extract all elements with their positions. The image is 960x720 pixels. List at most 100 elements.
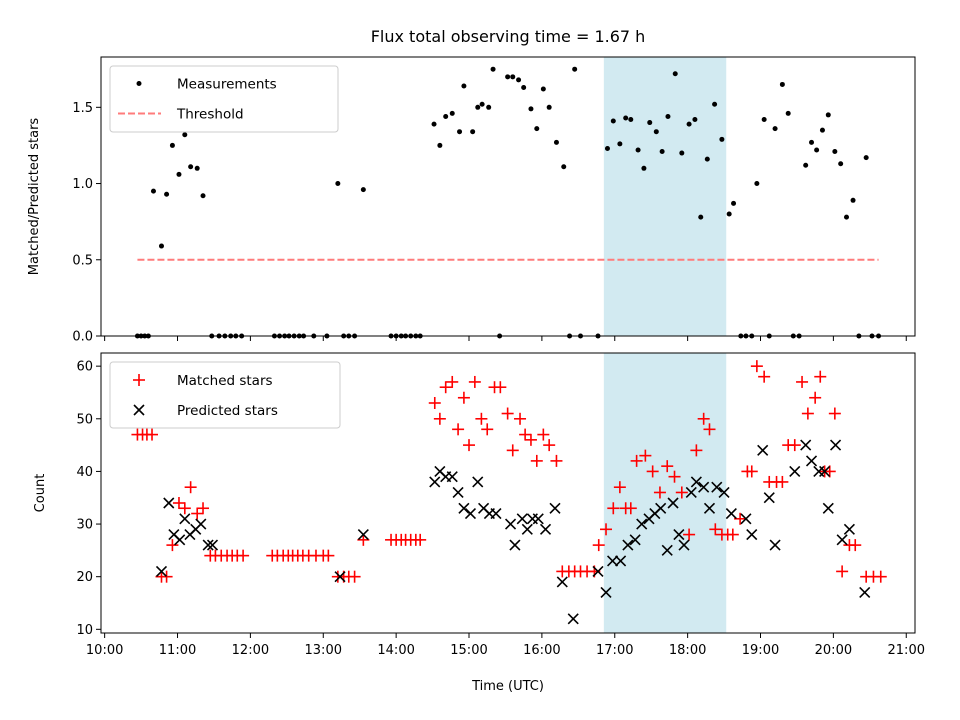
measurement-point xyxy=(604,145,610,151)
count-y-label: Count xyxy=(33,474,48,513)
matched-point xyxy=(624,502,637,515)
predicted-point xyxy=(757,444,769,456)
matched-point xyxy=(414,533,427,546)
matched-point xyxy=(237,549,250,562)
predicted-point xyxy=(155,565,168,577)
matched-point xyxy=(836,565,849,578)
predicted-point xyxy=(504,518,517,530)
matched-point xyxy=(607,502,620,515)
predicted-point xyxy=(789,465,801,477)
measurement-point xyxy=(516,77,522,83)
matched-point xyxy=(814,370,827,383)
matched-point xyxy=(543,439,556,452)
measurement-point xyxy=(505,74,511,80)
y-tick-label: 20 xyxy=(76,570,93,585)
y-tick-label: 40 xyxy=(76,465,93,480)
matched-point xyxy=(639,449,652,462)
measurement-point xyxy=(457,129,463,135)
predicted-point xyxy=(195,518,207,530)
matched-point xyxy=(524,433,537,446)
measurement-point xyxy=(335,181,341,187)
predicted-point xyxy=(746,529,758,541)
predicted-point xyxy=(521,523,533,535)
matched-point xyxy=(613,481,626,494)
legend-measurements-label: Measurements xyxy=(177,77,277,93)
measurement-point xyxy=(479,101,485,107)
y-tick-label: 30 xyxy=(76,518,93,533)
y-tick-label: 1.0 xyxy=(72,177,93,192)
matched-point xyxy=(788,439,801,452)
measurement-point xyxy=(712,101,718,107)
measurement-point xyxy=(761,117,767,123)
measurement-point xyxy=(628,117,634,123)
x-tick-label: 21:00 xyxy=(888,643,925,658)
predicted-point xyxy=(769,539,781,551)
matched-point xyxy=(668,470,681,483)
matched-point xyxy=(348,570,361,583)
legend-measurements-marker xyxy=(136,81,142,86)
measurement-point xyxy=(176,171,182,177)
predicted-point xyxy=(174,534,186,546)
ratio-x-ticks xyxy=(104,336,907,341)
measurement-point xyxy=(825,112,831,118)
matched-point xyxy=(428,397,441,409)
measurement-point xyxy=(194,165,200,171)
matched-point xyxy=(874,570,887,583)
x-tick-label: 20:00 xyxy=(815,643,852,658)
matched-point xyxy=(592,539,605,552)
matched-point xyxy=(683,528,696,541)
ratio-legend: Measurements Threshold xyxy=(109,65,339,133)
matched-point xyxy=(519,428,532,441)
predicted-point xyxy=(615,555,627,567)
predicted-point xyxy=(718,486,730,499)
measurement-point xyxy=(470,129,476,135)
x-tick-label: 14:00 xyxy=(377,643,414,658)
observing-window-shade-top xyxy=(603,57,727,336)
matched-point xyxy=(709,523,722,536)
predicted-point xyxy=(472,476,484,488)
matched-point xyxy=(630,454,643,467)
matched-point xyxy=(457,391,470,404)
count-legend: Matched stars Predicted stars xyxy=(109,361,341,429)
predicted-point xyxy=(711,481,723,493)
legend-threshold-label: Threshold xyxy=(176,107,244,123)
count-panel-frame xyxy=(100,352,916,634)
matched-point xyxy=(653,486,666,499)
predicted-point xyxy=(549,502,561,514)
measurement-point xyxy=(360,187,366,193)
matched-point xyxy=(514,412,527,425)
ratio-y-axis: 0.0 0.5 1.0 1.5 xyxy=(72,101,101,345)
x-tick-label: 12:00 xyxy=(232,643,269,658)
measurement-point xyxy=(561,164,567,170)
measurement-point xyxy=(641,165,647,171)
measurement-point xyxy=(461,83,467,89)
matched-point xyxy=(600,523,613,536)
matched-point xyxy=(475,412,488,425)
matched-point xyxy=(433,412,446,425)
measurement-point xyxy=(803,162,809,168)
predicted-point xyxy=(446,471,458,483)
measurement-point xyxy=(665,113,671,119)
measurement-point xyxy=(832,149,838,155)
ratio-y-label: Matched/Predicted stars xyxy=(27,118,42,276)
measurement-point xyxy=(150,188,156,194)
matched-point xyxy=(745,465,758,478)
matched-point xyxy=(796,375,809,388)
predicted-point xyxy=(622,539,634,551)
measurement-point xyxy=(449,110,455,116)
matched-point xyxy=(750,360,763,373)
matched-point xyxy=(452,423,465,436)
y-tick-label: 1.5 xyxy=(72,101,93,116)
predicted-point xyxy=(490,507,502,520)
predicted-point xyxy=(464,507,477,520)
predicted-point xyxy=(600,586,612,599)
matched-point xyxy=(481,423,494,436)
predicted-point xyxy=(725,507,737,520)
measurement-point xyxy=(200,193,206,199)
measurement-point xyxy=(838,161,844,167)
predicted-point xyxy=(532,513,544,525)
measurement-point xyxy=(188,164,194,170)
predicted-point xyxy=(703,502,716,514)
predicted-point xyxy=(698,481,710,493)
